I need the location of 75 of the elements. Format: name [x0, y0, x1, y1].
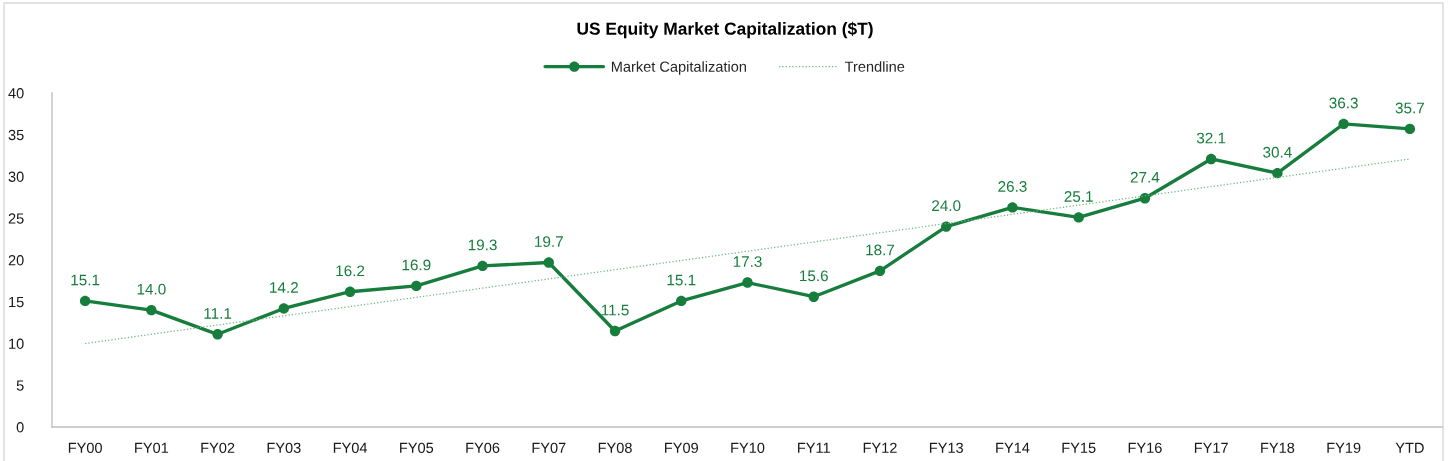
x-tick-label: YTD	[1395, 442, 1424, 453]
data-label: 35.7	[1395, 102, 1424, 114]
y-tick-label: 5	[16, 380, 24, 391]
y-tick-label: 0	[16, 422, 24, 433]
y-tick-label: 25	[8, 213, 24, 224]
data-label: 18.7	[866, 244, 895, 256]
point	[344, 286, 356, 297]
data-label: 27.4	[1130, 171, 1160, 183]
x-tick-label: FY12	[863, 442, 897, 453]
data-label: 11.5	[601, 304, 629, 316]
data-label: 30.4	[1263, 146, 1292, 158]
x-tick-label: FY02	[201, 442, 235, 453]
legend-label: Trendline	[844, 61, 905, 72]
x-tick-label: FY15	[1062, 442, 1096, 453]
x-tick-label: FY18	[1261, 442, 1295, 453]
data-label: 19.7	[535, 236, 563, 247]
data-label: 15.6	[800, 270, 828, 282]
point	[543, 257, 554, 268]
point	[477, 260, 488, 272]
x-tick-label: FY17	[1194, 442, 1228, 453]
point	[212, 329, 223, 340]
data-label: 36.3	[1329, 97, 1358, 109]
point	[146, 304, 157, 316]
data-label: 15.1	[71, 274, 100, 286]
x-tick-label: FY01	[135, 442, 169, 453]
y-tick-label: 20	[8, 255, 24, 266]
x-tick-label: FY13	[929, 442, 963, 453]
point	[1139, 193, 1151, 204]
point	[278, 303, 290, 314]
y-tick-label: 15	[9, 297, 24, 308]
data-label: 25.1	[1064, 191, 1093, 202]
data-label: 24.0	[932, 200, 961, 212]
point	[1272, 167, 1283, 179]
y-tick-label: 35	[8, 129, 24, 141]
y-tick-label: 40	[8, 88, 24, 99]
chart-title: US Equity Market Capitalization ($T)	[577, 21, 873, 39]
point	[411, 280, 422, 292]
point	[1073, 212, 1084, 223]
point	[808, 291, 819, 302]
data-label: 15.1	[667, 274, 696, 286]
data-label: 14.0	[137, 283, 166, 295]
y-tick-label: 30	[8, 171, 24, 182]
point	[676, 295, 687, 307]
point	[742, 277, 753, 288]
legend-label: Market Capitalization	[611, 61, 746, 75]
x-tick-label: FY11	[798, 442, 830, 453]
x-tick-label: FY19	[1327, 442, 1361, 453]
data-label: 11.1	[204, 308, 232, 319]
x-tick-label: FY05	[400, 442, 434, 453]
data-label: 17.3	[733, 256, 762, 268]
data-label: 14.2	[270, 282, 298, 293]
x-tick-label: FY14	[996, 442, 1030, 453]
point	[79, 295, 91, 307]
point	[874, 265, 886, 277]
x-tick-label: FY09	[665, 442, 698, 453]
x-tick-label: FY10	[731, 442, 765, 453]
x-tick-label: FY04	[333, 442, 368, 453]
point	[609, 325, 621, 337]
x-tick-label: FY16	[1128, 442, 1162, 453]
data-label: 16.9	[402, 259, 431, 271]
x-tick-label: FY06	[466, 442, 500, 453]
data-label: 16.2	[336, 265, 365, 277]
data-label: 32.1	[1196, 132, 1226, 144]
data-label: 19.3	[468, 239, 497, 251]
point	[1007, 202, 1018, 213]
point	[941, 221, 952, 232]
x-tick-label: FY03	[267, 442, 301, 453]
data-label: 26.3	[998, 181, 1027, 192]
y-tick-label: 10	[9, 338, 24, 349]
x-tick-label: FY07	[532, 442, 566, 453]
x-tick-label: FY08	[598, 442, 632, 453]
x-tick-label: FY00	[68, 442, 102, 453]
point	[1338, 118, 1349, 130]
point	[1404, 123, 1416, 135]
point	[1205, 153, 1217, 165]
